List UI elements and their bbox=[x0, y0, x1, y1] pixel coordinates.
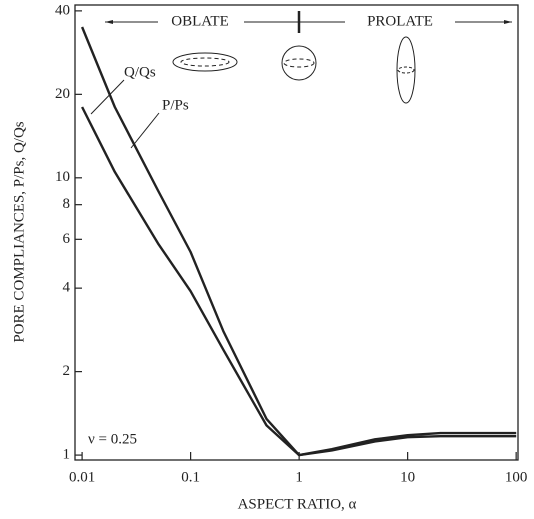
oblate-label: OBLATE bbox=[171, 13, 229, 29]
y-tick-label: 2 bbox=[63, 363, 71, 379]
leader-line bbox=[130, 112, 160, 149]
y-axis-label: PORE COMPLIANCES, P/Ps, Q/Qs bbox=[11, 121, 27, 342]
y-tick-label: 4 bbox=[63, 280, 71, 296]
x-axis-label: ASPECT RATIO, α bbox=[238, 496, 357, 512]
regime-arrows bbox=[105, 11, 512, 104]
leader-line bbox=[90, 79, 125, 115]
series-label: Q/Qs bbox=[124, 64, 156, 80]
y-tick-label: 40 bbox=[55, 2, 70, 18]
y-tick-label: 1 bbox=[63, 447, 71, 463]
y-tick-label: 10 bbox=[55, 169, 70, 185]
x-tick-label: 100 bbox=[505, 469, 528, 485]
prolate-label: PROLATE bbox=[367, 13, 433, 29]
x-tick-label: 0.01 bbox=[69, 469, 95, 485]
series-line bbox=[80, 26, 517, 457]
series-line bbox=[81, 106, 517, 457]
y-tick-label: 8 bbox=[63, 196, 71, 212]
x-tick-label: 10 bbox=[400, 469, 415, 485]
poisson-label: ν = 0.25 bbox=[88, 431, 137, 447]
plot-frame bbox=[74, 4, 519, 461]
y-tick-label: 20 bbox=[55, 86, 70, 102]
y-tick-label: 6 bbox=[63, 231, 71, 247]
x-tick-label: 1 bbox=[295, 469, 303, 485]
x-tick-label: 0.1 bbox=[181, 469, 200, 485]
series-label: P/Ps bbox=[162, 97, 189, 113]
